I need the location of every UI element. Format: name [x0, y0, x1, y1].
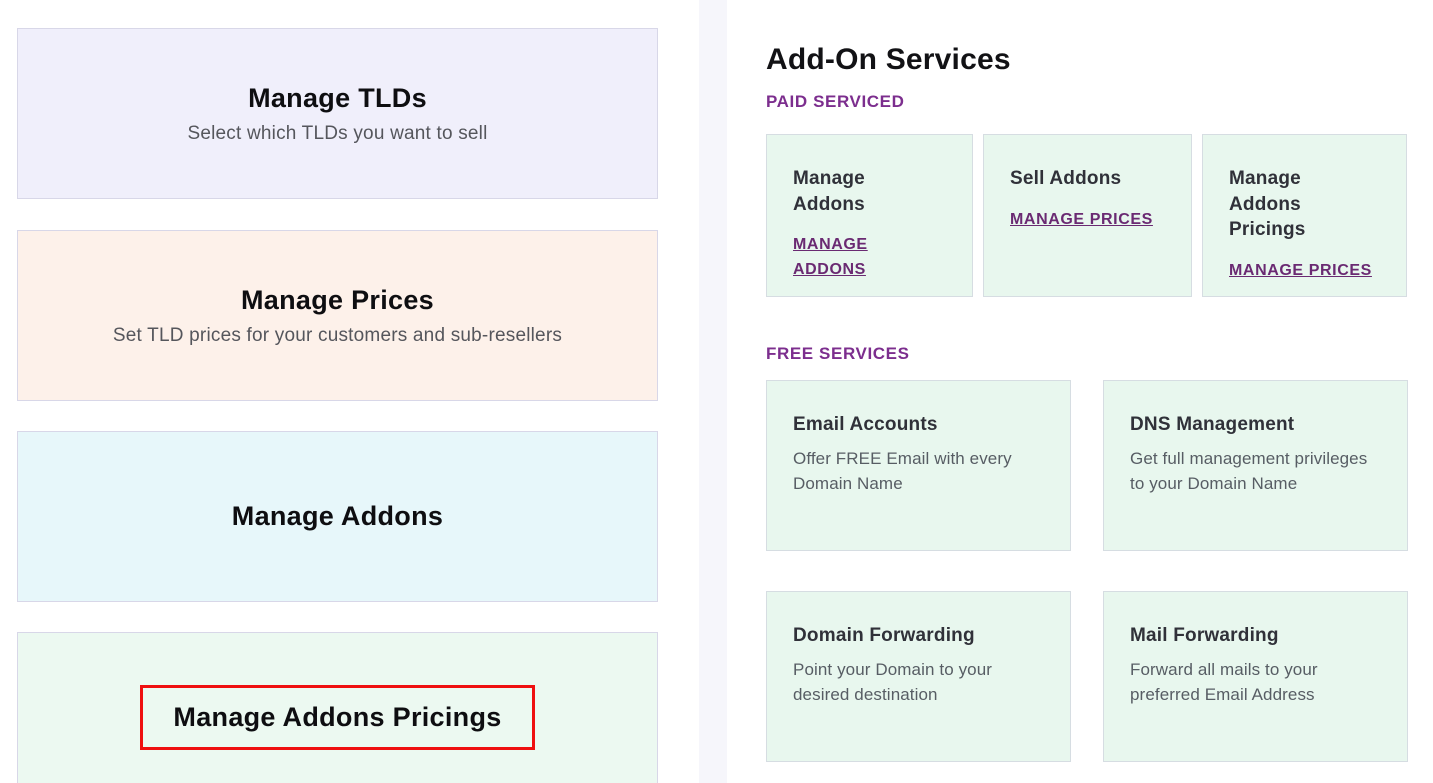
paid-card-title: Sell Addons [1010, 168, 1122, 189]
manage-tlds-card[interactable]: Manage TLDs Select which TLDs you want t… [17, 28, 658, 199]
free-card-email-accounts: Email Accounts Offer FREE Email with eve… [766, 380, 1071, 551]
manage-tlds-title: Manage TLDs [248, 82, 427, 113]
manage-prices-link[interactable]: MANAGE PRICES [1010, 210, 1153, 228]
manage-addons-pricings-card[interactable]: Manage Addons Pricings [17, 632, 658, 783]
free-card-title: Email Accounts [793, 414, 938, 435]
free-card-title: Mail Forwarding [1130, 625, 1279, 646]
column-divider [699, 0, 727, 783]
paid-card-sell-addons: Sell Addons MANAGE PRICES [983, 134, 1192, 297]
paid-services-heading: PAID SERVICED [766, 92, 905, 111]
free-card-dns-management: DNS Management Get full management privi… [1103, 380, 1408, 551]
free-card-description: Forward all mails to your preferred Emai… [1130, 659, 1318, 705]
manage-addons-link[interactable]: MANAGE ADDONS [793, 236, 868, 279]
free-services-heading: FREE SERVICES [766, 344, 910, 363]
free-card-mail-forwarding: Mail Forwarding Forward all mails to you… [1103, 591, 1408, 762]
paid-card-manage-addons: Manage Addons MANAGE ADDONS [766, 134, 973, 297]
free-card-domain-forwarding: Domain Forwarding Point your Domain to y… [766, 591, 1071, 762]
free-card-description: Point your Domain to your desired destin… [793, 659, 993, 705]
free-card-description: Get full management privileges to your D… [1130, 448, 1368, 494]
manage-addons-title: Manage Addons [231, 501, 444, 532]
manage-prices-subtitle: Set TLD prices for your customers and su… [112, 325, 563, 347]
manage-tlds-subtitle: Select which TLDs you want to sell [187, 123, 488, 145]
paid-card-manage-addons-pricings: Manage Addons Pricings MANAGE PRICES [1202, 134, 1407, 297]
free-card-title: DNS Management [1130, 414, 1295, 435]
manage-addons-pricings-title: Manage Addons Pricings [173, 702, 502, 733]
manage-prices-link[interactable]: MANAGE PRICES [1229, 261, 1372, 279]
manage-addons-card[interactable]: Manage Addons [17, 431, 658, 602]
red-annotation-box: Manage Addons Pricings [140, 685, 535, 750]
free-card-description: Offer FREE Email with every Domain Name [793, 448, 1012, 494]
manage-prices-card[interactable]: Manage Prices Set TLD prices for your cu… [17, 230, 658, 401]
paid-card-title: Manage Addons [793, 168, 865, 215]
manage-prices-title: Manage Prices [241, 284, 434, 315]
paid-card-title: Manage Addons Pricings [1229, 168, 1306, 241]
addon-services-page-title: Add-On Services [766, 43, 1011, 76]
free-card-title: Domain Forwarding [793, 625, 975, 646]
